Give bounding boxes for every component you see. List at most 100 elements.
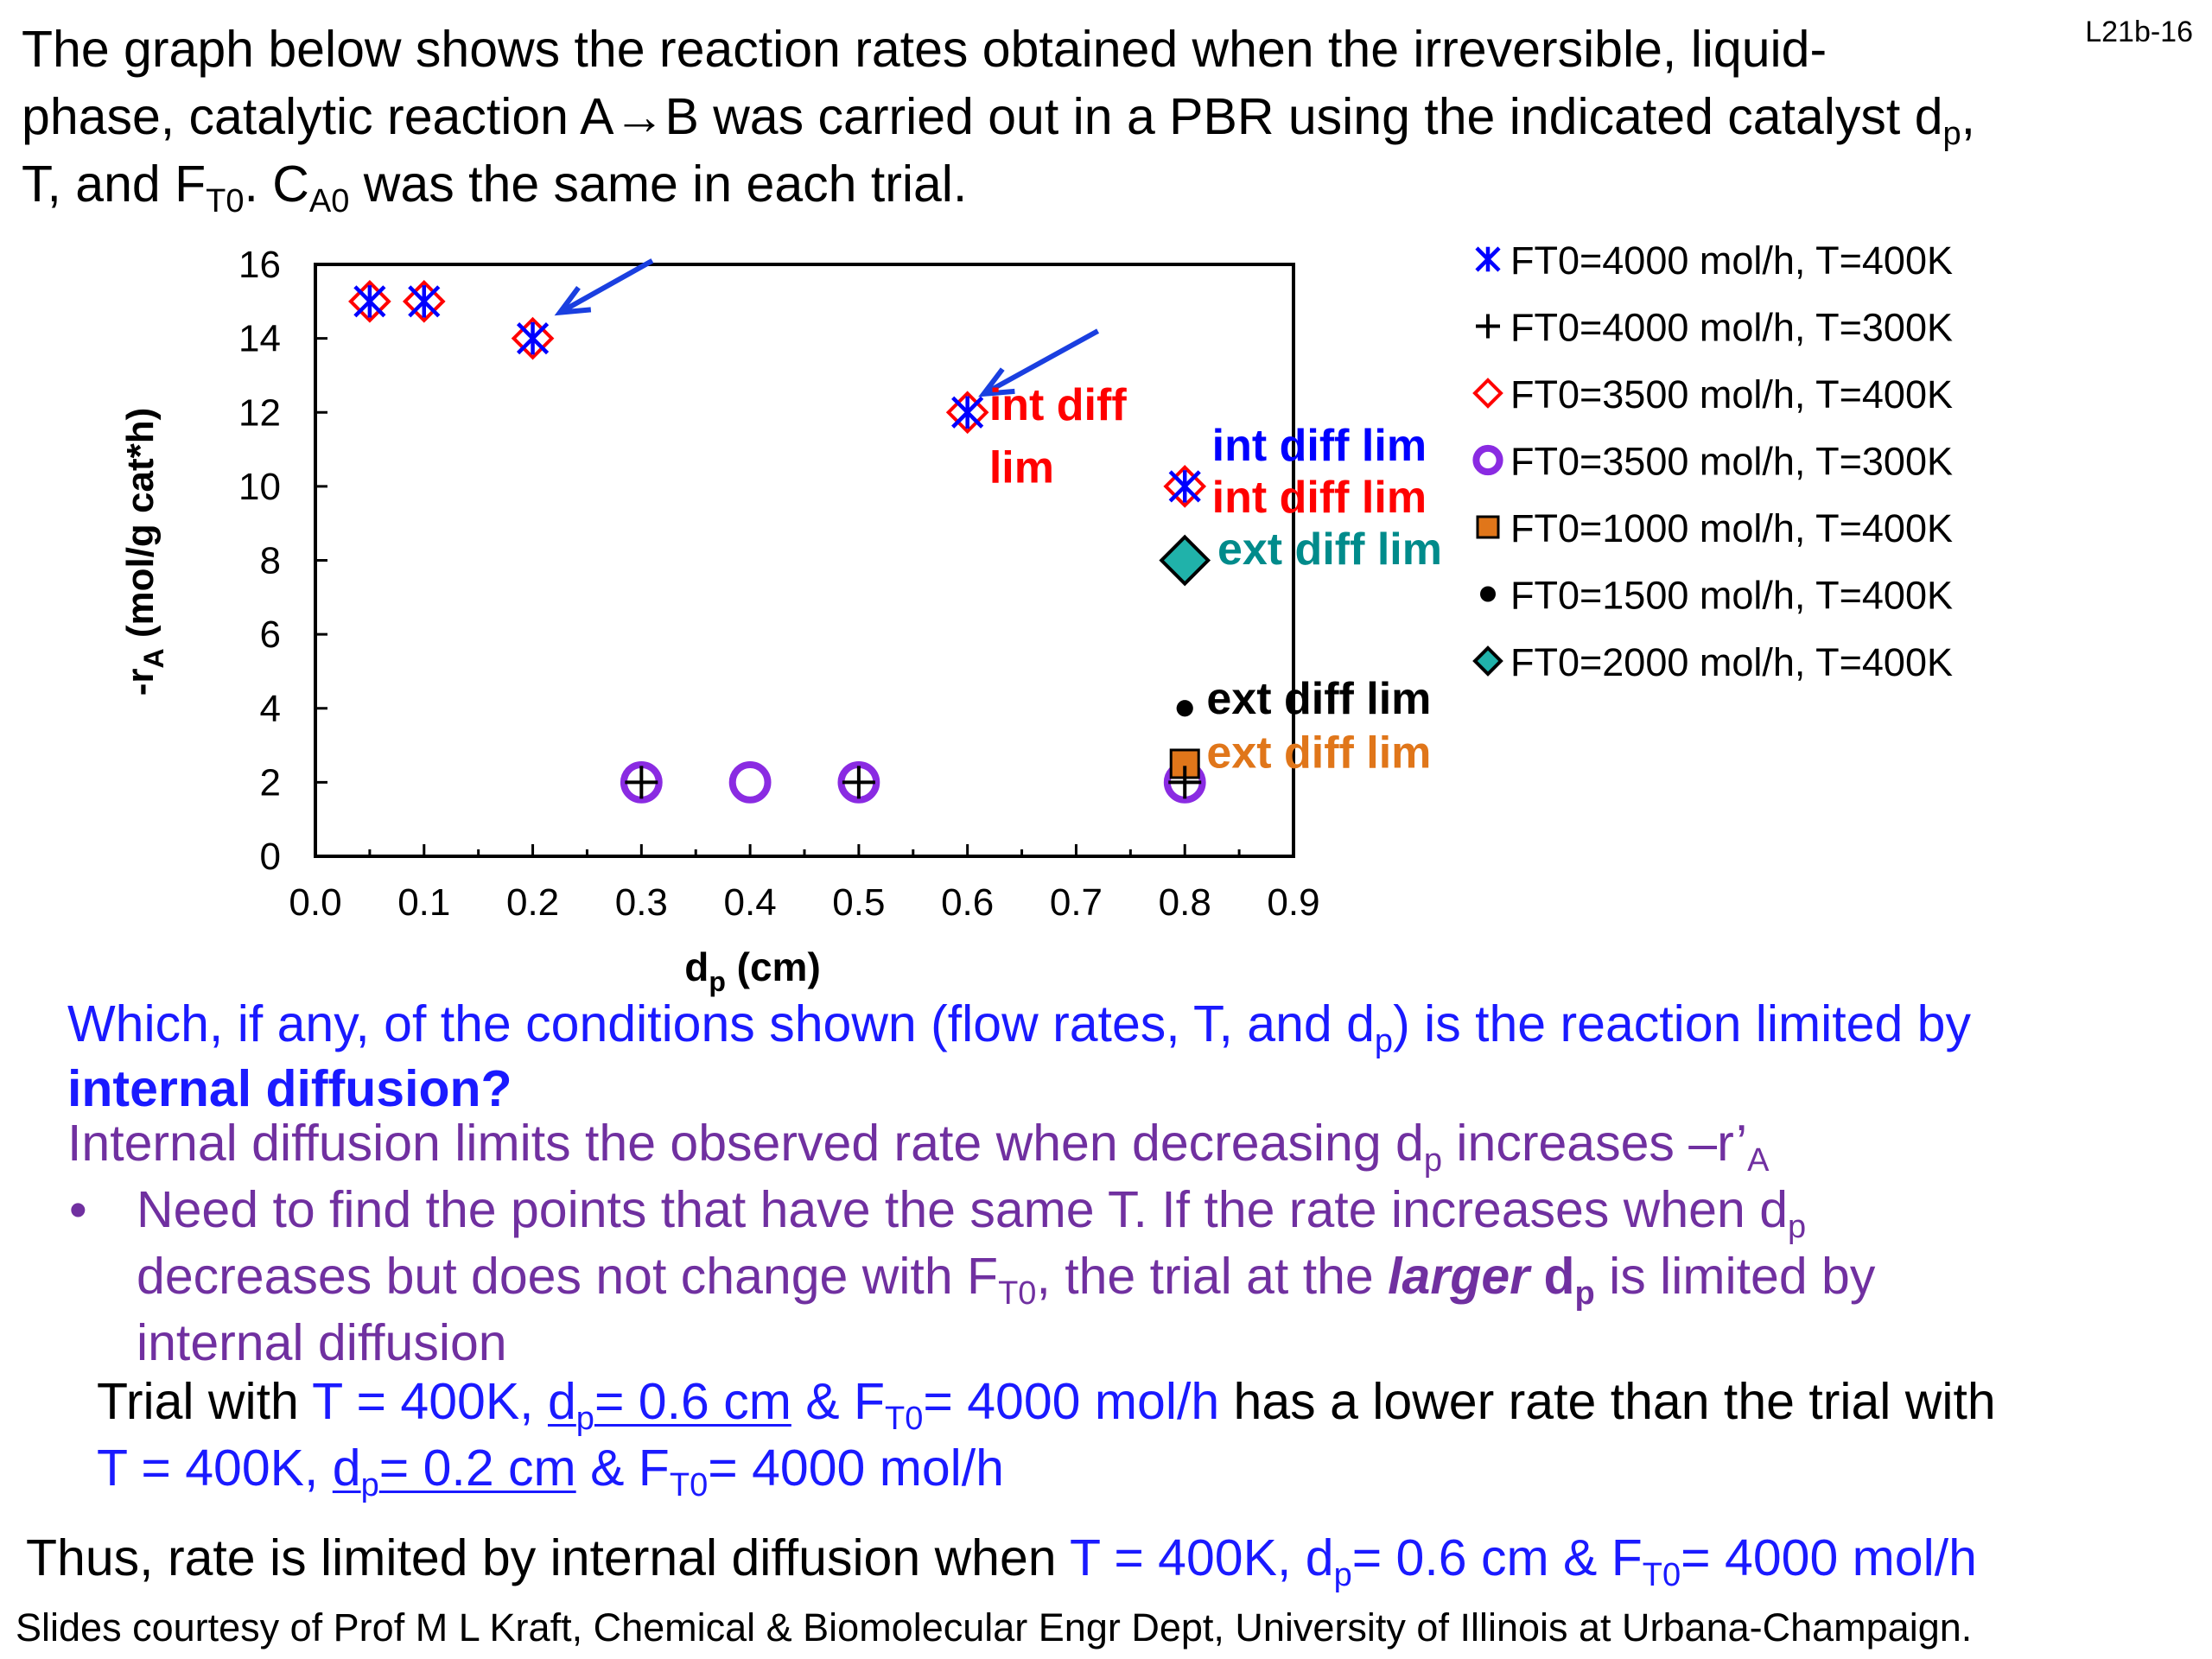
explanation-text: decreases but does not change with F: [137, 1248, 999, 1305]
x-tick-label: 0.8: [1159, 881, 1211, 924]
data-point: [348, 279, 391, 323]
legend-marker: [1480, 586, 1496, 602]
legend-label: FT0=1000 mol/h, T=400K: [1510, 506, 1953, 550]
conclusion-condition: T = 400K, dp= 0.6 cm & FT0= 4000 mol/h: [1069, 1529, 1977, 1593]
y-tick-label: 14: [238, 318, 281, 360]
x-tick-label: 0.2: [506, 881, 559, 924]
question-line-2: internal diffusion?: [67, 1058, 512, 1119]
subscript: T0: [998, 1275, 1037, 1312]
bullet-line-3: internal diffusion: [137, 1313, 507, 1373]
question-text: Which, if any, of the conditions shown (…: [67, 995, 1375, 1052]
y-tick-label: 4: [260, 688, 281, 730]
legend-entry: FT0=2000 mol/h, T=400K: [1472, 640, 1953, 684]
question-line-1: Which, if any, of the conditions shown (…: [67, 994, 1971, 1058]
data-point: [1163, 465, 1207, 508]
legend-marker: [1475, 246, 1501, 272]
x-tick-label: 0.9: [1267, 881, 1319, 924]
annotation-label: int diff lim: [1212, 473, 1427, 523]
bullet-marker: •: [69, 1179, 87, 1240]
y-tick-label: 16: [238, 244, 281, 286]
y-tick-label: 12: [238, 391, 281, 434]
explanation-line-1: Internal diffusion limits the observed r…: [67, 1113, 1769, 1177]
data-point: [353, 285, 386, 318]
x-tick-label: 0.1: [397, 881, 450, 924]
data-point: [1159, 534, 1211, 587]
data-point: [728, 760, 772, 804]
subscript: p: [1788, 1209, 1807, 1245]
trial-line-2: T = 400K, dp= 0.2 cm & FT0= 4000 mol/h: [97, 1438, 1004, 1503]
trial-text: has a lower rate than the trial with: [1219, 1373, 1996, 1430]
y-tick-label: 2: [260, 761, 281, 804]
legend-entry: FT0=4000 mol/h, T=400K: [1475, 238, 1953, 283]
intro-text: . C: [244, 156, 309, 213]
legend-entry: FT0=1500 mol/h, T=400K: [1480, 574, 1953, 618]
legend-label: FT0=2000 mol/h, T=400K: [1510, 640, 1953, 684]
subscript: p: [1374, 1023, 1394, 1059]
legend-entry: FT0=3500 mol/h, T=300K: [1472, 440, 1953, 484]
annotation-label: ext diff lim: [1206, 728, 1431, 778]
data-point: [1176, 700, 1193, 717]
y-axis-label: -rA (mol/g cat*h): [119, 408, 169, 696]
annotation-arrow: [978, 328, 1100, 397]
trial-line-1: Trial with T = 400K, dp= 0.6 cm & FT0= 4…: [97, 1371, 1996, 1437]
x-tick-label: 0.6: [941, 881, 994, 924]
intro-text: T, and F: [22, 156, 207, 213]
data-point: [620, 760, 663, 804]
trial-condition: T = 400K,: [312, 1373, 548, 1430]
subscript: A: [1747, 1142, 1770, 1179]
annotation-label: lim: [989, 443, 1054, 493]
explanation-text: Need to find the points that have the sa…: [137, 1181, 1789, 1238]
subscript: T0: [206, 183, 245, 219]
annotation-arrow: [554, 258, 654, 316]
trial-dp: dp= 0.2 cm: [332, 1440, 576, 1503]
question-text: ) is the reaction limited by: [1393, 995, 1971, 1052]
legend-marker: [1472, 645, 1503, 677]
plot-frame: [314, 263, 1295, 858]
annotation-label: int diff lim: [1212, 421, 1427, 471]
x-tick-label: 0.0: [289, 881, 341, 924]
legend-label: FT0=1500 mol/h, T=400K: [1510, 574, 1953, 618]
annotation-label: int diff: [989, 380, 1128, 430]
data-point: [842, 766, 875, 799]
intro-line-1: The graph below shows the reaction rates…: [22, 19, 1827, 79]
data-point: [1168, 470, 1201, 503]
legend-marker: [1472, 444, 1503, 476]
x-tick-label: 0.5: [832, 881, 885, 924]
legend-label: FT0=4000 mol/h, T=400K: [1510, 238, 1953, 283]
data-point: [516, 321, 550, 355]
data-point: [945, 391, 989, 435]
legend-entry: FT0=4000 mol/h, T=300K: [1476, 306, 1953, 350]
legend-marker: [1472, 378, 1503, 409]
subscript: A0: [308, 183, 350, 219]
intro-text: The graph below shows the reaction rates…: [22, 21, 1827, 78]
y-tick-label: 6: [260, 613, 281, 656]
explanation-text: is limited by: [1594, 1248, 1876, 1305]
data-point: [625, 766, 658, 799]
explanation-text: d: [1529, 1248, 1575, 1305]
intro-text: ,: [1961, 88, 1976, 145]
x-axis-label: dp (cm): [684, 944, 821, 997]
conclusion-text: Thus, rate is limited by internal diffus…: [26, 1529, 1070, 1586]
x-tick-label: 0.7: [1050, 881, 1103, 924]
trial-flow: & FT0= 4000 mol/h: [575, 1440, 1004, 1503]
axes-layer: 0.0 0.1 0.2 0.3 0.4 0.5 0.6 0.7 0.8 0.9 0 2 4 6 8 10 12 1…: [119, 244, 1320, 997]
legend-label: FT0=3500 mol/h, T=400K: [1510, 372, 1953, 416]
subscript: p: [1942, 116, 1961, 152]
intro-text: was the same in each trial.: [349, 156, 968, 213]
y-tick-label: 8: [260, 540, 281, 582]
intro-line-2: phase, catalytic reaction A→B was carrie…: [22, 86, 1976, 150]
bullet: •: [69, 1181, 87, 1238]
legend-layer: FT0=4000 mol/h, T=400K FT0=4000 mol/h, T=…: [1472, 238, 1953, 684]
explanation-text: internal diffusion: [137, 1314, 507, 1371]
trial-dp: dp= 0.6 cm: [547, 1373, 791, 1437]
y-tick-label: 0: [260, 836, 281, 878]
slide-id: L21b-16: [2085, 16, 2193, 48]
explanation-text: Internal diffusion limits the observed r…: [67, 1115, 1424, 1172]
intro-line-3: T, and FT0. CA0 was the same in each tri…: [22, 154, 968, 218]
explanation-text: increases –r’: [1442, 1115, 1748, 1172]
annotation-label: ext diff lim: [1217, 524, 1442, 575]
x-tick-label: 0.4: [724, 881, 777, 924]
legend-entry: FT0=3500 mol/h, T=400K: [1472, 372, 1953, 416]
legend-label: FT0=4000 mol/h, T=300K: [1510, 306, 1953, 350]
